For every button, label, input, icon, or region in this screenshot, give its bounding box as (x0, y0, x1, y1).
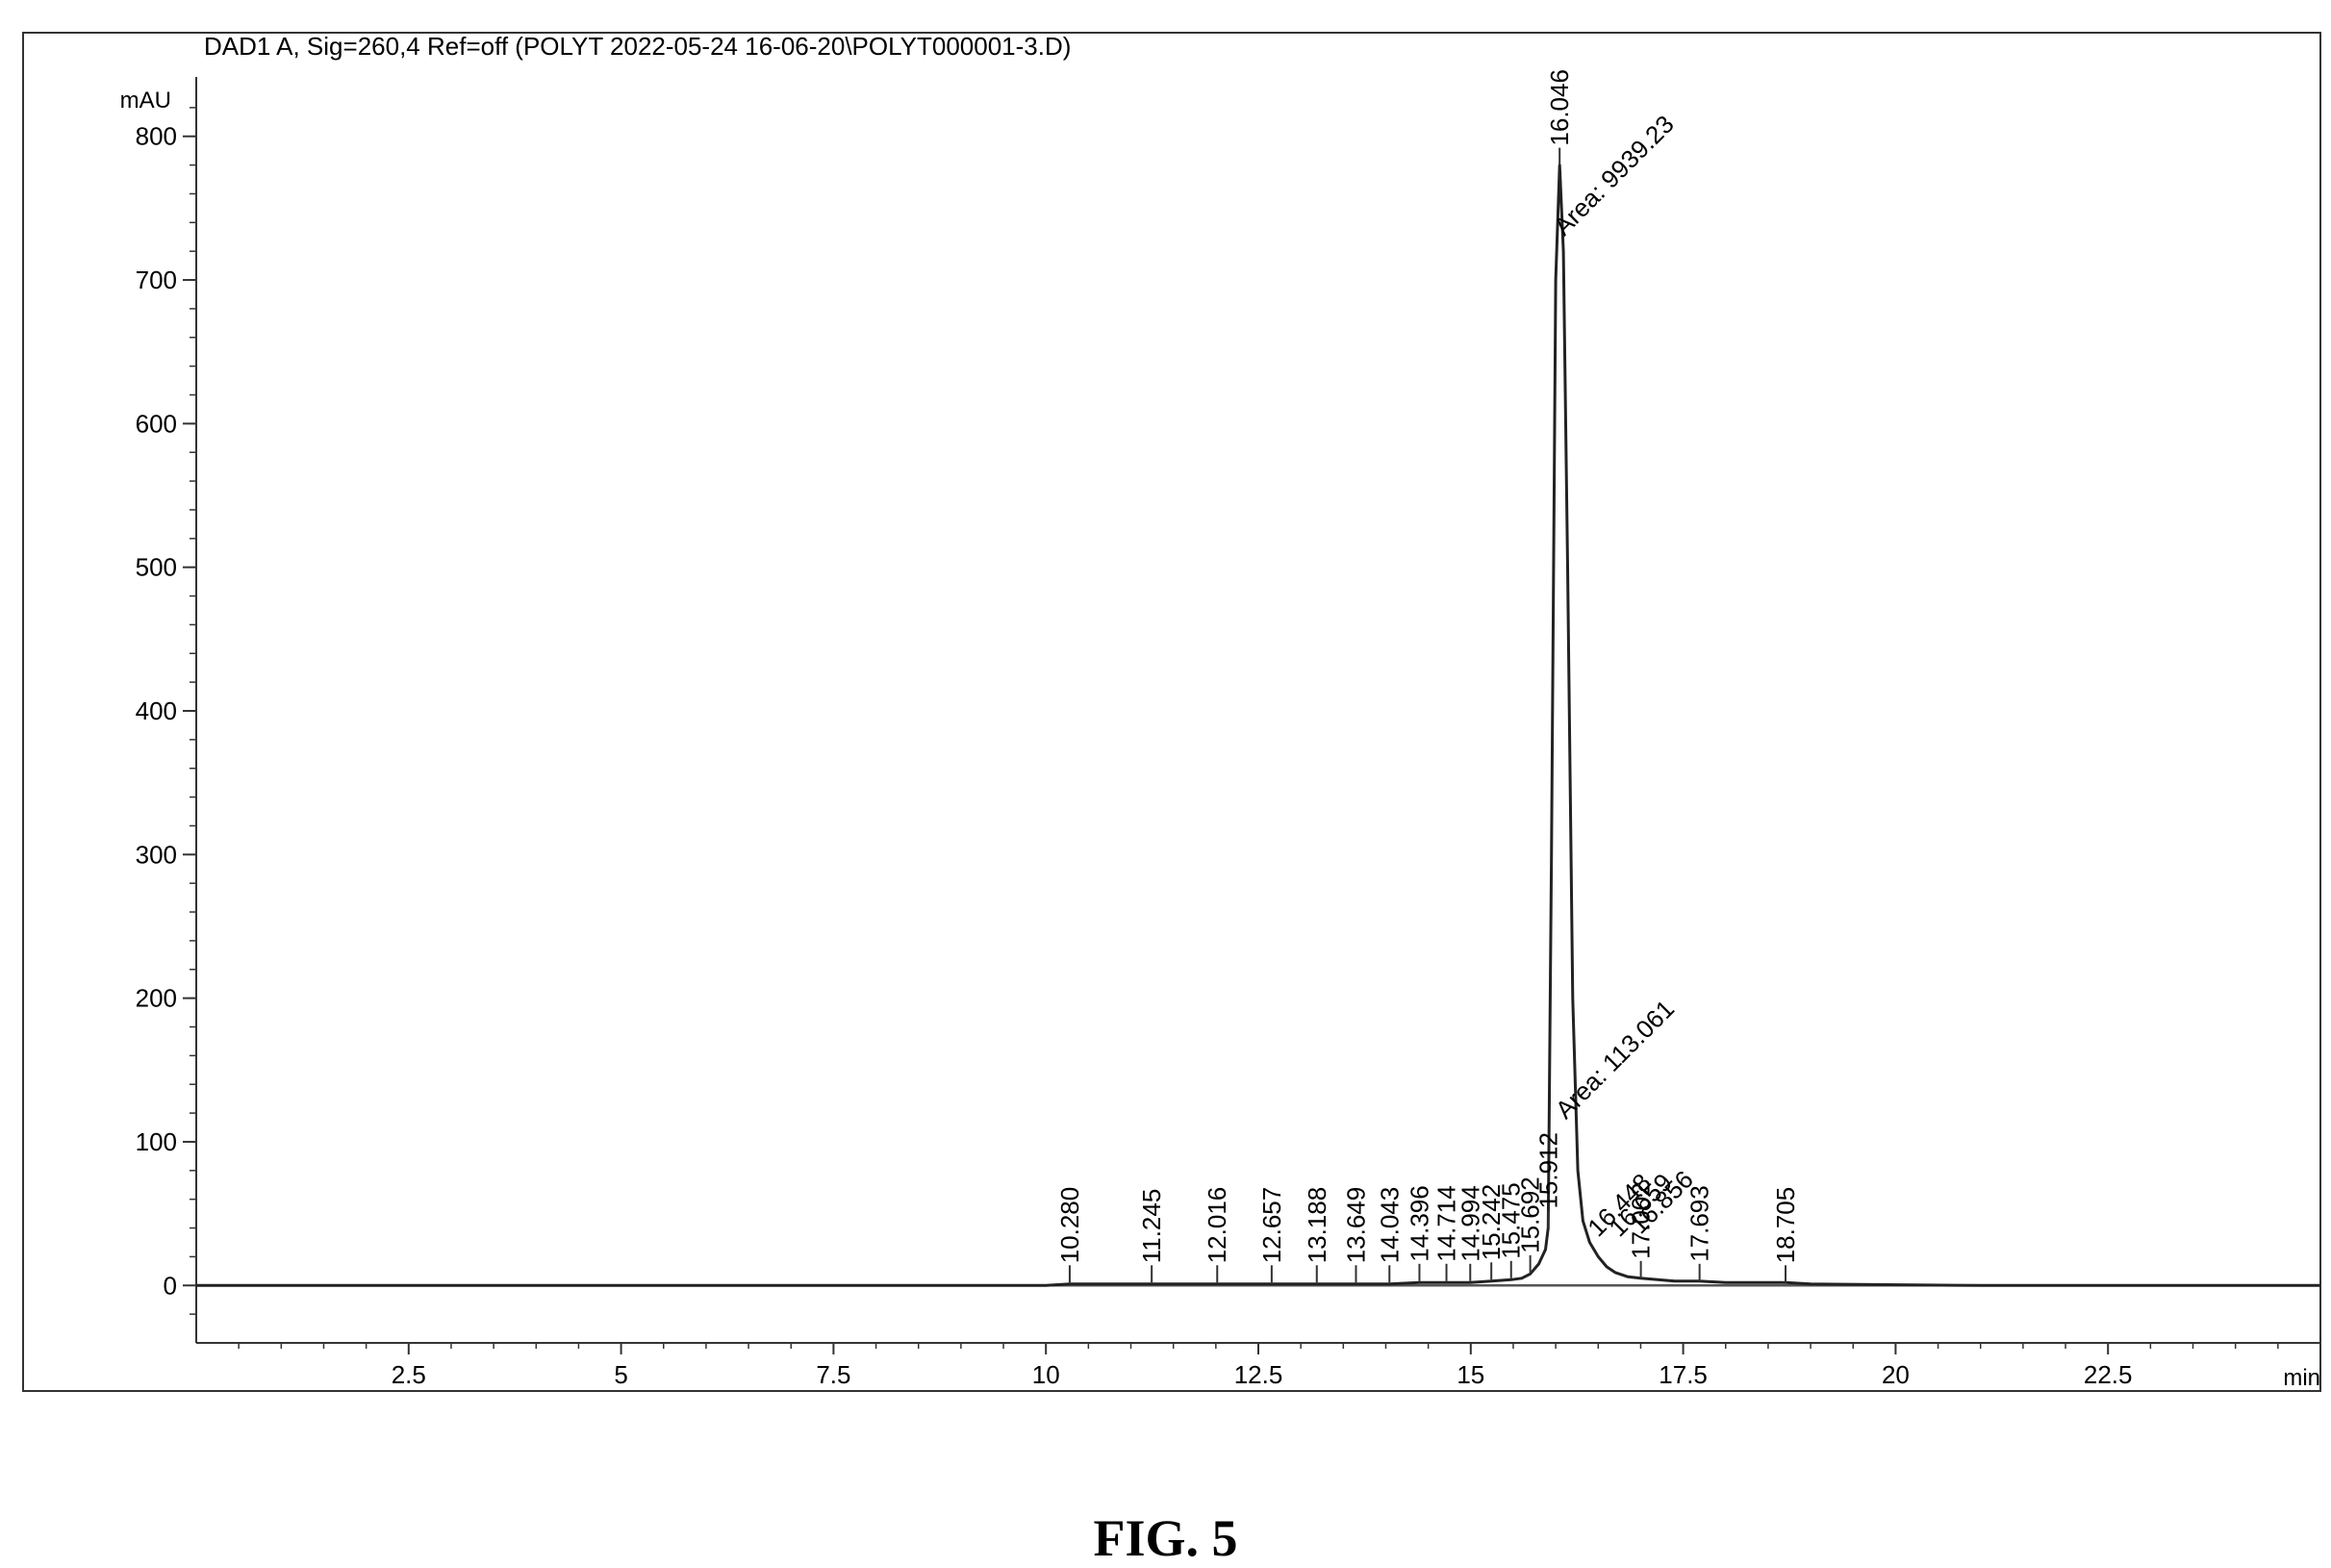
peak-label: 12.016 (1203, 1187, 1231, 1264)
x-tick-label: 22.5 (2084, 1360, 2133, 1389)
peak-label: 15.912 (1533, 1132, 1562, 1209)
y-tick-label: 800 (136, 122, 177, 151)
chromatogram-trace (196, 164, 2320, 1287)
y-axis-ticks: 0 100 200 300 400 500 600 700 800 (136, 107, 196, 1315)
peak-label: 17.002 (1627, 1182, 1656, 1259)
y-tick-label: 200 (136, 984, 177, 1013)
peak-labels: 10.280 11.245 12.016 12.657 13.188 13.649 14.0… (1055, 69, 1800, 1283)
peak-label: 11.245 (1137, 1189, 1166, 1264)
y-axis-unit-label: mAU (120, 88, 171, 114)
peak-label: 13.188 (1303, 1187, 1331, 1264)
peak-label: 14.043 (1375, 1187, 1404, 1264)
area-annotation: Area: 113.061 (1550, 994, 1680, 1124)
x-tick-label: 5 (614, 1360, 627, 1389)
x-tick-label: 17.5 (1659, 1360, 1708, 1389)
y-tick-label: 500 (136, 553, 177, 582)
peak-label: 18.705 (1771, 1187, 1800, 1264)
series-line (196, 164, 2320, 1287)
peak-label: 17.693 (1685, 1185, 1714, 1262)
y-tick-label: 0 (164, 1271, 177, 1300)
plot-frame (22, 32, 2321, 1392)
peak-label: 15.242 (1477, 1184, 1506, 1261)
x-tick-label: 2.5 (392, 1360, 426, 1389)
peak-label: 15.475 (1497, 1182, 1526, 1259)
x-tick-label: 12.5 (1234, 1360, 1283, 1389)
peak-label: 15.692 (1516, 1176, 1545, 1253)
x-axis-unit-label: min (2283, 1365, 2320, 1391)
y-tick-label: 700 (136, 266, 177, 294)
peak-label: 12.657 (1257, 1187, 1286, 1264)
y-tick-label: 300 (136, 840, 177, 869)
chart-title: DAD1 A, Sig=260,4 Ref=off (POLYT 2022-05… (204, 32, 1071, 61)
y-tick-label: 600 (136, 409, 177, 438)
peak-label: 13.649 (1341, 1187, 1370, 1264)
peak-label: 14.994 (1456, 1185, 1484, 1262)
peak-label: 14.396 (1405, 1185, 1433, 1262)
peak-label: 10.280 (1055, 1187, 1084, 1264)
x-tick-label: 15 (1457, 1360, 1484, 1389)
figure-caption: FIG. 5 (1093, 1509, 1238, 1567)
peak-label: 14.714 (1432, 1185, 1461, 1262)
peak-label: 16.046 (1545, 69, 1574, 146)
y-tick-label: 100 (136, 1127, 177, 1156)
x-axis-ticks: 2.5 5 7.5 10 12.5 15 17.5 20 22.5 (196, 1284, 2320, 1389)
x-tick-label: 7.5 (816, 1360, 850, 1389)
x-tick-label: 20 (1882, 1360, 1910, 1389)
y-tick-label: 400 (136, 696, 177, 725)
x-tick-label: 10 (1032, 1360, 1060, 1389)
